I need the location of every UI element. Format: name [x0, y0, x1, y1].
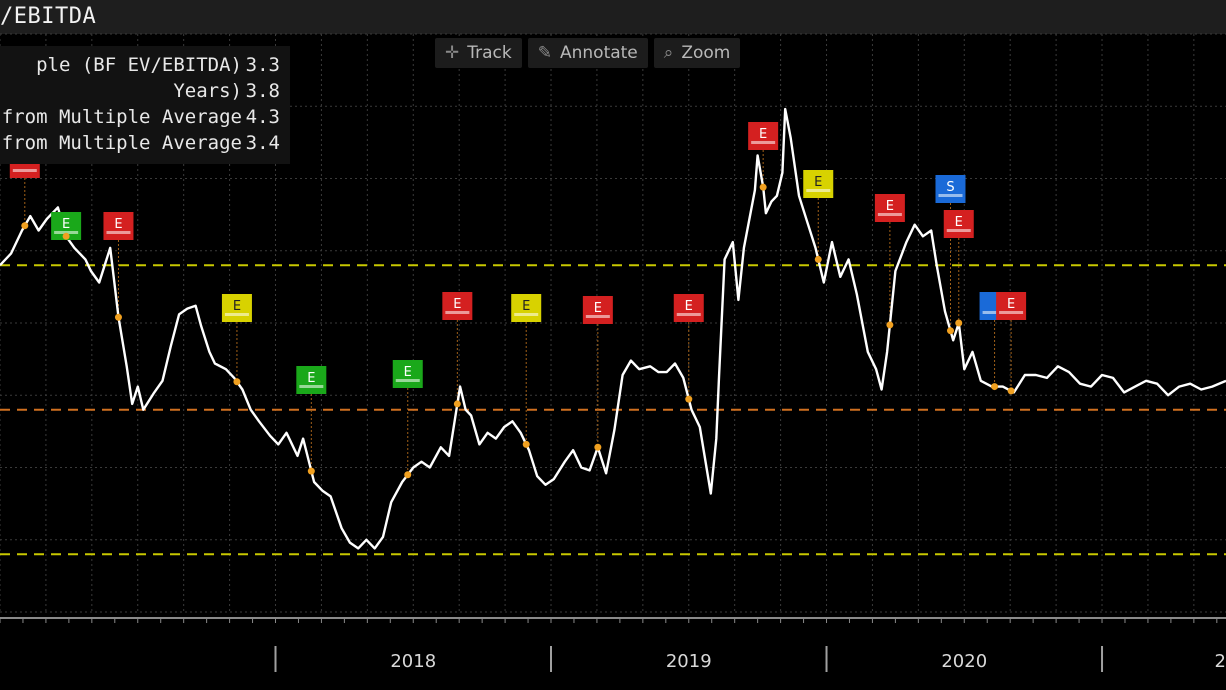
legend-row: ple (BF EV/EBITDA) 3.3: [0, 54, 290, 80]
event-point: [594, 443, 602, 451]
legend-row: Years) 3.8: [0, 80, 290, 106]
chart-title: /EBITDA: [0, 4, 97, 29]
event-marker-label: S: [946, 180, 954, 195]
legend-panel: ple (BF EV/EBITDA) 3.3 Years) 3.8 on fro…: [0, 46, 290, 164]
event-marker: [582, 296, 613, 324]
event-marker-label: E: [307, 371, 315, 386]
x-tick-label: 2020: [941, 651, 987, 672]
event-point: [946, 327, 954, 335]
event-marker: [392, 360, 423, 388]
event-marker-bar: [676, 313, 701, 316]
event-point: [955, 319, 963, 327]
event-point: [62, 232, 70, 240]
event-point: [991, 383, 999, 391]
event-marker-bar: [751, 141, 776, 144]
event-marker-label: E: [522, 299, 530, 314]
event-marker-label: E: [886, 199, 894, 214]
event-point: [21, 222, 29, 230]
title-bar: /EBITDA: [0, 0, 1226, 34]
event-marker-label: E: [114, 217, 122, 232]
x-tick-label: 2019: [666, 651, 712, 672]
event-point: [522, 440, 530, 448]
event-marker-label: E: [233, 299, 241, 314]
event-marker-bar: [806, 189, 831, 192]
event-marker-bar: [224, 313, 249, 316]
legend-value: 3.3: [245, 54, 280, 76]
legend-row: on from Multiple Average 4.3: [0, 106, 290, 132]
event-point: [404, 471, 412, 479]
event-marker-bar: [12, 169, 37, 172]
event-marker-label: E: [594, 301, 602, 316]
event-marker-label: E: [814, 175, 822, 190]
event-point: [685, 395, 693, 403]
legend-row: on from Multiple Average 3.4: [0, 132, 290, 158]
event-point: [886, 321, 894, 329]
magnifier-icon: ⌕: [663, 43, 674, 63]
chart-toolbar: ✛ Track ✎ Annotate ⌕ Zoom: [435, 38, 741, 68]
zoom-button[interactable]: ⌕ Zoom: [653, 38, 741, 68]
event-marker: [103, 212, 134, 240]
event-marker-label: E: [759, 127, 767, 142]
track-label: Track: [467, 43, 512, 63]
event-point: [233, 378, 241, 386]
event-marker-label: E: [62, 217, 70, 232]
event-point: [114, 313, 122, 321]
event-marker-label: E: [453, 297, 461, 312]
track-button[interactable]: ✛ Track: [435, 38, 522, 68]
x-tick-label: 2018: [390, 651, 436, 672]
event-marker: [442, 292, 473, 320]
event-marker-bar: [585, 315, 610, 318]
event-marker: [803, 170, 834, 198]
event-marker-label: E: [404, 365, 412, 380]
legend-label: Years): [173, 80, 242, 102]
event-marker: [511, 294, 542, 322]
event-marker-bar: [299, 385, 324, 388]
event-marker-bar: [877, 213, 902, 216]
x-tick-label: 2: [1215, 651, 1226, 672]
event-point: [814, 255, 822, 263]
event-marker-bar: [999, 311, 1024, 314]
event-point: [453, 400, 461, 408]
event-marker: [748, 122, 779, 150]
legend-label: on from Multiple Average: [0, 106, 242, 128]
event-marker-bar: [982, 311, 1007, 314]
annotate-button[interactable]: ✎ Annotate: [527, 38, 648, 68]
event-point: [759, 183, 767, 191]
event-marker: [935, 175, 966, 203]
event-marker: [943, 210, 974, 238]
event-marker: [673, 294, 704, 322]
event-marker-bar: [106, 231, 131, 234]
event-marker-label: E: [955, 215, 963, 230]
event-marker: [874, 194, 905, 222]
event-marker-label: E: [685, 299, 693, 314]
event-marker-bar: [514, 313, 539, 316]
event-marker-bar: [946, 229, 971, 232]
event-marker-bar: [54, 231, 79, 234]
annotate-label: Annotate: [559, 43, 638, 63]
legend-value: 3.4: [245, 132, 280, 154]
legend-label: ple (BF EV/EBITDA): [36, 54, 242, 76]
series-line: [0, 107, 1226, 550]
legend-value: 3.8: [245, 80, 280, 102]
event-marker-label: E: [1007, 297, 1015, 312]
plus-icon: ✛: [445, 43, 460, 63]
event-marker: [296, 366, 327, 394]
event-marker-bar: [395, 379, 420, 382]
event-marker: [996, 292, 1027, 320]
legend-label: on from Multiple Average: [0, 132, 242, 154]
event-marker-bar: [445, 311, 470, 314]
legend-value: 4.3: [245, 106, 280, 128]
event-marker: [221, 294, 252, 322]
zoom-label: Zoom: [681, 43, 731, 63]
pencil-icon: ✎: [537, 43, 552, 63]
event-point: [1007, 387, 1015, 395]
event-point: [307, 467, 315, 475]
event-marker-bar: [938, 194, 963, 197]
